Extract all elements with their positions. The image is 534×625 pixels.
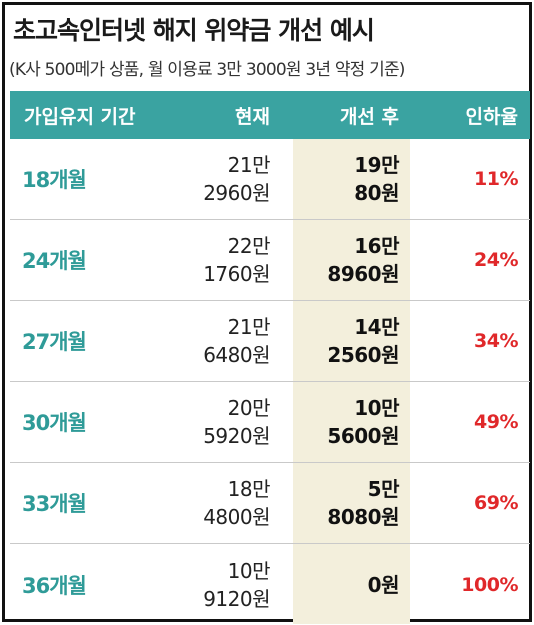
table-row: 18개월 21만 2960원 19만 80원 11% (10, 139, 530, 220)
penalty-table: 가입유지 기간 현재 개선 후 인하율 18개월 21만 2960원 19만 80원 11… (10, 91, 530, 625)
period-cell: 36개월 (22, 573, 87, 598)
period-cell: 30개월 (22, 411, 87, 435)
reduction-rate-cell: 49% (474, 411, 518, 433)
current-penalty-line: 21만 (227, 315, 271, 339)
improved-penalty-cell: 0원 (270, 544, 415, 625)
table-row: 27개월 21만 6480원 14만 2560원 34% (10, 301, 530, 382)
reduction-rate-cell: 100% (461, 573, 518, 596)
table-row: 24개월 22만 1760원 16만 8960원 24% (10, 220, 530, 301)
table-row: 33개월 18만 4800원 5만 8080원 69% (10, 463, 530, 544)
improved-penalty-line: 10만 (354, 396, 399, 420)
current-penalty-line: 5920원 (203, 424, 270, 448)
improved-penalty-cell: 5만 8080원 (270, 463, 415, 543)
reduction-rate-cell: 11% (474, 168, 518, 190)
table-header: 가입유지 기간 현재 개선 후 인하율 (10, 91, 530, 139)
period-cell: 33개월 (22, 492, 87, 516)
current-penalty-cell: 10만 9120원 (174, 544, 270, 625)
current-penalty-line: 1760원 (203, 262, 270, 286)
improved-penalty-line: 16만 (354, 234, 399, 258)
header-rate: 인하율 (465, 105, 518, 128)
improved-penalty-line: 8080원 (327, 505, 399, 529)
current-penalty-cell: 21만 6480원 (174, 301, 270, 381)
period-cell: 27개월 (22, 330, 87, 354)
improved-penalty-line: 8960원 (327, 262, 399, 286)
table-row: 30개월 20만 5920원 10만 5600원 49% (10, 382, 530, 463)
current-penalty-cell: 18만 4800원 (174, 463, 270, 543)
improved-penalty-cell: 19만 80원 (270, 139, 415, 219)
page-title: 초고속인터넷 해지 위약금 개선 예시 (13, 16, 375, 45)
improved-penalty-line: 80원 (354, 181, 399, 205)
current-penalty-line: 2960원 (203, 181, 270, 205)
improved-penalty-line: 14만 (354, 315, 399, 339)
current-penalty-line: 10만 (227, 558, 271, 583)
current-penalty-line: 9120원 (203, 586, 270, 611)
improved-penalty-line: 5600원 (327, 424, 399, 448)
reduction-rate-cell: 69% (474, 492, 518, 514)
header-current: 현재 (235, 105, 270, 128)
reduction-rate-cell: 24% (474, 249, 518, 271)
current-penalty-line: 4800원 (203, 505, 270, 529)
improved-penalty-line: 19만 (354, 153, 399, 177)
page-subtitle: (K사 500메가 상품, 월 이용료 3만 3000원 3년 약정 기준) (9, 60, 405, 80)
improved-penalty-cell: 10만 5600원 (270, 382, 415, 462)
current-penalty-cell: 22만 1760원 (174, 220, 270, 300)
current-penalty-line: 18만 (227, 477, 271, 501)
improved-penalty-line: 2560원 (327, 343, 399, 367)
improved-penalty-line: 0원 (367, 572, 400, 597)
current-penalty-cell: 21만 2960원 (174, 139, 270, 219)
table-row: 36개월 10만 9120원 0원 100% (10, 544, 530, 625)
improved-penalty-cell: 14만 2560원 (270, 301, 415, 381)
current-penalty-line: 20만 (227, 396, 271, 420)
current-penalty-line: 21만 (227, 153, 271, 177)
reduction-rate-cell: 34% (474, 330, 518, 352)
period-cell: 18개월 (22, 168, 87, 192)
table-body: 18개월 21만 2960원 19만 80원 11% 24개월 22만 1760원 16만 8960… (10, 139, 530, 625)
current-penalty-line: 22만 (227, 234, 271, 258)
improved-penalty-line: 5만 (367, 477, 400, 501)
current-penalty-cell: 20만 5920원 (174, 382, 270, 462)
header-improved: 개선 후 (339, 105, 399, 128)
current-penalty-line: 6480원 (203, 343, 270, 367)
period-cell: 24개월 (22, 249, 87, 273)
improved-penalty-cell: 16만 8960원 (270, 220, 415, 300)
header-period: 가입유지 기간 (24, 105, 136, 128)
